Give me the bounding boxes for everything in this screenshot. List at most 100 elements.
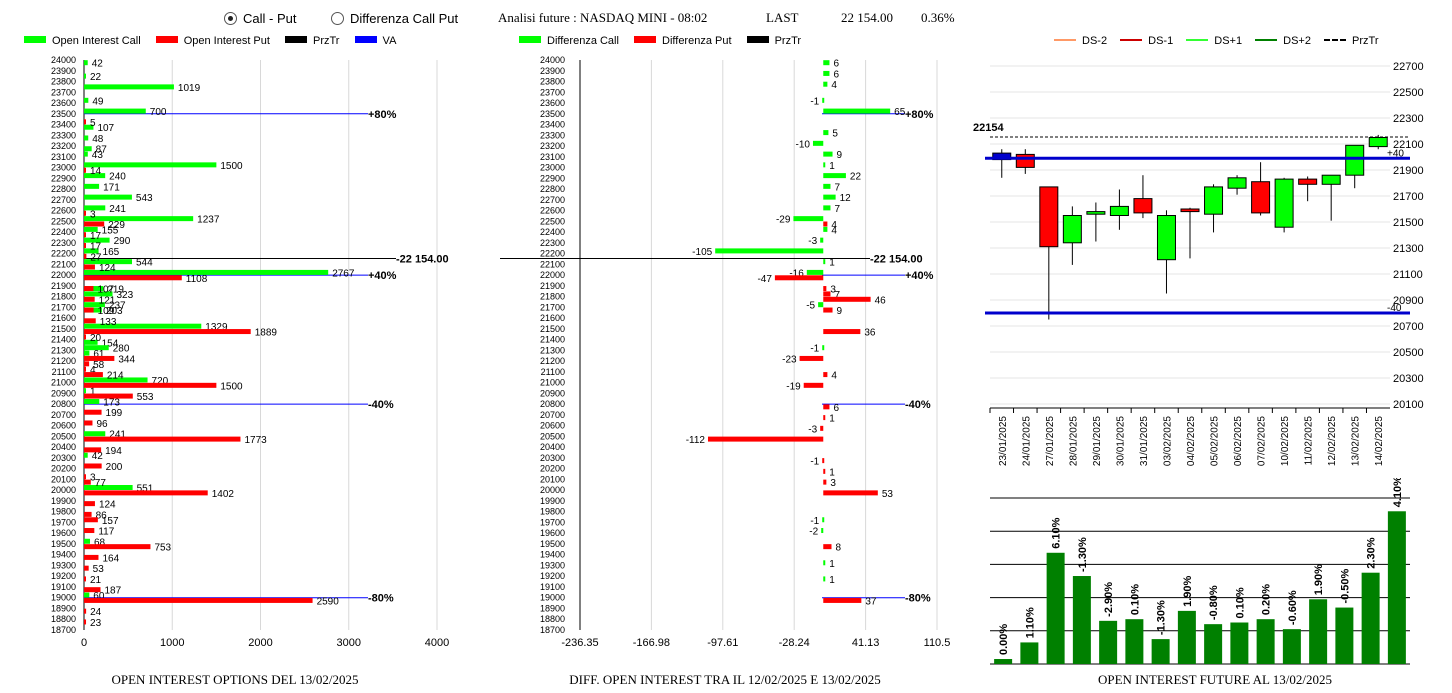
bar (823, 60, 830, 66)
bar-value-label: 53 (882, 489, 894, 500)
strike-label: 20800 (540, 399, 565, 409)
strike-label: 22100 (51, 259, 76, 269)
strike-label: 21800 (540, 292, 565, 302)
strike-label: 23400 (51, 120, 76, 130)
bar-value-label: 187 (105, 586, 122, 597)
strike-label: 19700 (540, 517, 565, 527)
bar (84, 474, 86, 480)
bar (823, 329, 861, 335)
bar (84, 372, 103, 378)
bar-value-label: 4 (90, 365, 96, 376)
bar (84, 286, 94, 292)
bar-value-label: -1.30% (1077, 537, 1089, 572)
bar (823, 151, 833, 157)
bar (84, 420, 93, 426)
bar-value-label: 124 (99, 263, 116, 274)
bar (823, 108, 891, 114)
strike-label: 18700 (540, 625, 565, 635)
bar (1177, 610, 1196, 664)
bar (84, 275, 182, 281)
swatch-green-icon (519, 36, 541, 43)
line-orange-icon (1054, 39, 1076, 41)
bar (84, 302, 105, 308)
strike-label: 21300 (51, 345, 76, 355)
option-differenza-call-put[interactable]: Differenza Call Put (331, 11, 458, 26)
strike-label: 23900 (51, 66, 76, 76)
radio-selected-icon[interactable] (224, 12, 237, 25)
y-tick-label: 21700 (1393, 191, 1424, 203)
legend-item: VA (354, 35, 396, 47)
strike-label: 20800 (51, 399, 76, 409)
bar-value-label: 1.90% (1182, 575, 1194, 606)
bar-value-label: 17 (90, 242, 102, 253)
option-call-put[interactable]: Call - Put (224, 11, 296, 26)
bar (1387, 511, 1406, 664)
bar-value-label: -47 (757, 274, 772, 285)
strike-label: 18900 (51, 603, 76, 613)
bar (823, 183, 831, 189)
strike-label: 23700 (540, 87, 565, 97)
bar (823, 296, 871, 302)
x-tick-label: 11/02/2025 (1304, 416, 1315, 466)
bar (84, 608, 87, 614)
candle-body (1345, 144, 1365, 176)
bar-value-label: 7 (834, 204, 840, 215)
bar (84, 119, 86, 125)
bar-value-label: 107 (97, 123, 114, 134)
strike-label: 22800 (51, 184, 76, 194)
bar-value-label: 194 (105, 446, 122, 457)
bar-value-label: 109 (98, 306, 115, 317)
bar-value-label: 553 (137, 392, 154, 403)
strike-label: 20000 (51, 485, 76, 495)
legend-item: PrzTr (1324, 35, 1379, 47)
bar (823, 173, 846, 179)
bar-value-label: 37 (865, 596, 877, 607)
x-tick-label: 1000 (160, 637, 184, 649)
bar-value-label: -112 (686, 435, 706, 446)
bar (84, 479, 91, 485)
strike-label: 21700 (540, 302, 565, 312)
strike-label: 24000 (540, 55, 565, 65)
bar (84, 538, 91, 544)
bar-value-label: 3 (830, 478, 836, 489)
bar (1282, 629, 1301, 664)
x-tick-label: 30/01/2025 (1115, 416, 1126, 466)
bar-value-label: 42 (92, 451, 104, 462)
strike-label: 20400 (540, 442, 565, 452)
line-green-icon (1255, 39, 1278, 41)
bar-value-label: 17 (90, 231, 102, 242)
y-tick-label: 20100 (1393, 399, 1424, 411)
bar (84, 259, 133, 265)
bar-value-label: 6 (833, 403, 839, 414)
bar (84, 490, 208, 496)
radio-unselected-icon[interactable] (331, 12, 344, 25)
strike-label: 20500 (51, 431, 76, 441)
bar-value-label: 241 (109, 204, 126, 215)
strike-label: 23100 (540, 152, 565, 162)
x-tick-label: 03/02/2025 (1162, 416, 1173, 466)
bar (84, 501, 95, 507)
footer-left: OPEN INTEREST OPTIONS DEL 13/02/2025 (111, 672, 359, 687)
bar (823, 404, 830, 410)
legend-item: DS+1 (1186, 35, 1242, 47)
strike-label: 21000 (51, 378, 76, 388)
strike-label: 23300 (51, 130, 76, 140)
bar (803, 382, 824, 388)
bar (1309, 599, 1328, 664)
bar-value-label: 65 (894, 107, 906, 118)
bar-value-label: 12 (840, 193, 852, 204)
candle-body (1156, 215, 1176, 261)
bar-value-label: 323 (117, 290, 134, 301)
bar (84, 463, 102, 469)
strike-label: 20700 (540, 410, 565, 420)
strike-label: 22400 (51, 227, 76, 237)
y-tick-label: 22300 (1393, 113, 1424, 125)
bar-value-label: 7 (834, 182, 840, 193)
strike-label: 19800 (51, 507, 76, 517)
strike-label: 22700 (51, 195, 76, 205)
strike-label: 21600 (540, 313, 565, 323)
strike-label: 20600 (540, 421, 565, 431)
strike-label: 19500 (540, 539, 565, 549)
bar-value-label: 164 (102, 553, 119, 564)
bar (84, 377, 148, 383)
